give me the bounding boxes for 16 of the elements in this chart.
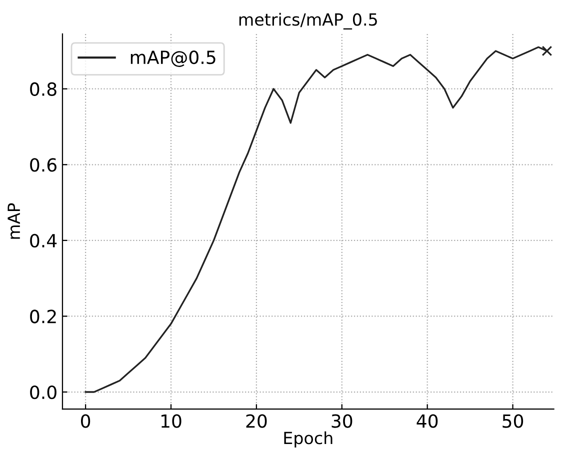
x-tick-label: 10	[161, 414, 182, 428]
y-tick-label: 0.2	[30, 310, 56, 324]
y-tick-label: 0.0	[30, 385, 56, 400]
y-tick-label: 0.6	[30, 158, 56, 172]
x-tick-label: 0	[80, 414, 90, 428]
legend-label: mAP@0.5	[130, 50, 216, 68]
y-tick-label: 0.8	[30, 82, 56, 96]
x-tick-label: 20	[246, 414, 267, 428]
y-tick-label: 0.4	[30, 234, 57, 248]
x-tick-label: 30	[332, 414, 352, 428]
chart-title: metrics/mAP_0.5	[239, 12, 377, 30]
x-tick-label: 50	[502, 414, 524, 428]
y-axis-title: mAP	[8, 203, 20, 239]
line-series	[84, 46, 548, 393]
x-tick-label: 40	[416, 414, 438, 428]
x-axis-title: Epoch	[284, 431, 332, 448]
